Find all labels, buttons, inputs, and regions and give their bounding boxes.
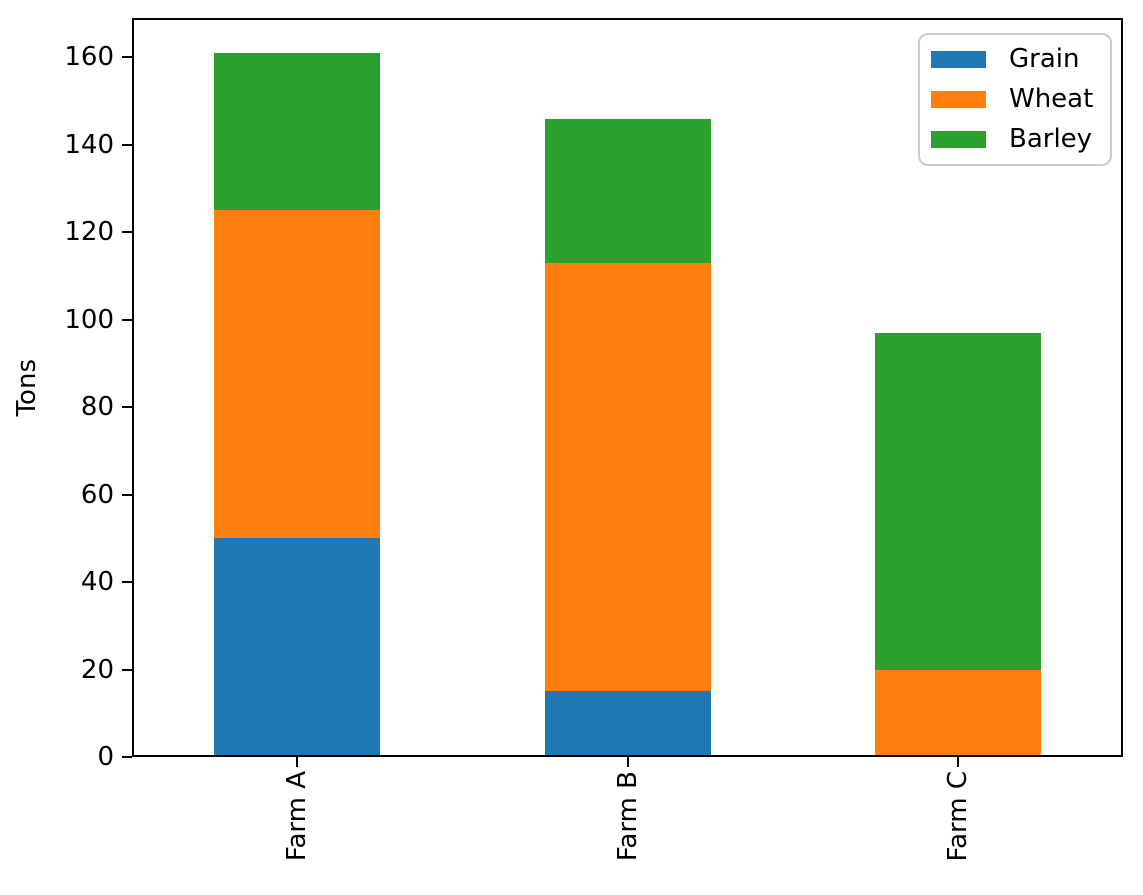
- legend-label-barley: Barley: [1009, 124, 1093, 154]
- y-tick-label: 100: [64, 304, 114, 335]
- bar-segment-wheat-farm-b: [544, 262, 711, 692]
- bar-segment-barley-farm-b: [544, 118, 711, 263]
- legend-label-wheat: Wheat: [1009, 84, 1094, 114]
- y-tick-mark: [122, 668, 132, 671]
- x-tick-label-farm-b: Farm B: [612, 771, 643, 862]
- bar-segment-wheat-farm-a: [214, 210, 381, 539]
- y-tick-label: 40: [80, 567, 114, 598]
- y-tick-label: 60: [80, 479, 114, 510]
- y-tick-mark: [122, 406, 132, 409]
- bar-segment-grain-farm-a: [214, 538, 381, 757]
- y-tick-label: 140: [64, 129, 114, 160]
- legend-swatch-wheat: [931, 91, 986, 108]
- y-tick-mark: [122, 318, 132, 321]
- legend: Grain Wheat Barley: [918, 33, 1112, 166]
- bar-segment-grain-farm-b: [544, 691, 711, 757]
- y-tick-mark: [122, 56, 132, 59]
- legend-label-grain: Grain: [1009, 44, 1080, 74]
- legend-item-wheat: Wheat: [931, 84, 1096, 115]
- y-tick-label: 0: [97, 742, 114, 772]
- legend-item-grain: Grain: [931, 44, 1096, 75]
- bar-segment-barley-farm-a: [214, 52, 381, 211]
- y-tick-mark: [122, 231, 132, 234]
- y-tick-mark: [122, 493, 132, 496]
- x-tick-label-farm-c: Farm C: [942, 771, 973, 862]
- x-tick-mark: [296, 757, 299, 767]
- legend-swatch-barley: [931, 131, 986, 148]
- bar-segment-barley-farm-c: [874, 332, 1041, 670]
- y-tick-mark: [122, 143, 132, 146]
- y-tick-mark: [122, 581, 132, 584]
- x-tick-mark: [956, 757, 959, 767]
- y-tick-label: 120: [64, 217, 114, 248]
- legend-swatch-grain: [931, 51, 986, 68]
- y-tick-label: 160: [64, 42, 114, 73]
- x-tick-mark: [626, 757, 629, 767]
- y-tick-mark: [122, 756, 132, 758]
- legend-item-barley: Barley: [931, 124, 1096, 155]
- y-tick-label: 20: [80, 654, 114, 685]
- bar-segment-wheat-farm-c: [874, 669, 1041, 757]
- y-tick-label: 80: [80, 392, 114, 423]
- x-tick-label-farm-a: Farm A: [282, 771, 313, 862]
